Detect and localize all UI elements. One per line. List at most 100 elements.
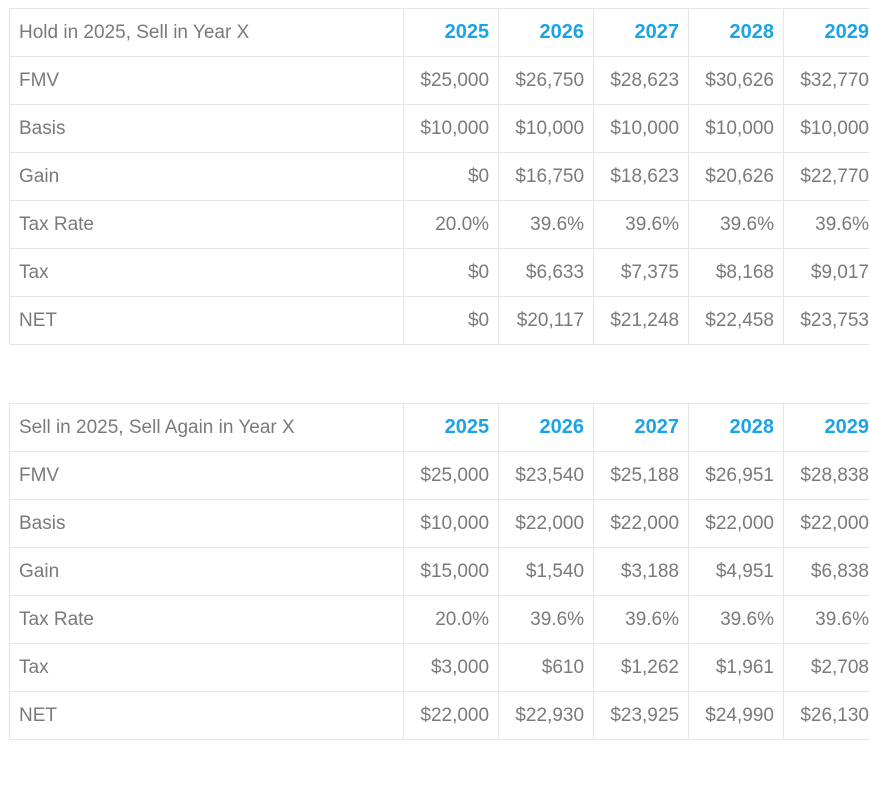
- row-label: Tax Rate: [8, 200, 405, 249]
- table-cell: $22,000: [782, 499, 869, 548]
- table-row-fmv: FMV $25,000 $26,750 $28,623 $30,626 $32,…: [8, 56, 869, 105]
- table-cell: $6,838: [782, 547, 869, 596]
- table-row-gain: Gain $0 $16,750 $18,623 $20,626 $22,770: [8, 152, 869, 201]
- table-cell: $22,770: [782, 152, 869, 201]
- year-header: 2029: [782, 403, 869, 452]
- year-header: 2027: [593, 403, 690, 452]
- row-label: FMV: [8, 56, 405, 105]
- table-cell: $26,130: [782, 691, 869, 740]
- table-cell: 39.6%: [593, 595, 690, 644]
- table-cell: $22,000: [688, 499, 784, 548]
- table-cell: $22,930: [498, 691, 595, 740]
- table-row-net: NET $0 $20,117 $21,248 $22,458 $23,753: [8, 296, 869, 345]
- table-cell: 39.6%: [498, 200, 595, 249]
- table-header-row: Hold in 2025, Sell in Year X 2025 2026 2…: [8, 8, 869, 57]
- table-cell: $25,000: [403, 56, 500, 105]
- table-cell: $0: [403, 248, 500, 297]
- table-cell: $23,925: [593, 691, 690, 740]
- table-cell: $25,000: [403, 451, 500, 500]
- row-label: Basis: [8, 104, 405, 153]
- table-cell: $23,753: [782, 296, 869, 345]
- year-header: 2028: [688, 403, 784, 452]
- table-cell: $6,633: [498, 248, 595, 297]
- table-cell: $3,188: [593, 547, 690, 596]
- table-cell: $30,626: [688, 56, 784, 105]
- table-cell: 20.0%: [403, 200, 500, 249]
- sell-then-sell-again-table: Sell in 2025, Sell Again in Year X 2025 …: [8, 403, 869, 740]
- table-cell: $28,623: [593, 56, 690, 105]
- table-cell: $0: [403, 152, 500, 201]
- table-cell: $0: [403, 296, 500, 345]
- table-cell: $20,117: [498, 296, 595, 345]
- row-label: NET: [8, 691, 405, 740]
- table-row-basis: Basis $10,000 $22,000 $22,000 $22,000 $2…: [8, 499, 869, 548]
- table-cell: $9,017: [782, 248, 869, 297]
- table-cell: $10,000: [498, 104, 595, 153]
- table-row-tax-rate: Tax Rate 20.0% 39.6% 39.6% 39.6% 39.6%: [8, 200, 869, 249]
- row-label: FMV: [8, 451, 405, 500]
- year-header: 2025: [403, 8, 500, 57]
- table-title: Sell in 2025, Sell Again in Year X: [8, 403, 405, 452]
- table-cell: $26,951: [688, 451, 784, 500]
- table-row-gain: Gain $15,000 $1,540 $3,188 $4,951 $6,838: [8, 547, 869, 596]
- table-cell: 39.6%: [782, 200, 869, 249]
- table-cell: $25,188: [593, 451, 690, 500]
- table-title: Hold in 2025, Sell in Year X: [8, 8, 405, 57]
- table-cell: $16,750: [498, 152, 595, 201]
- table-cell: $21,248: [593, 296, 690, 345]
- table-cell: 20.0%: [403, 595, 500, 644]
- table-cell: 39.6%: [498, 595, 595, 644]
- row-label: Tax Rate: [8, 595, 405, 644]
- table-cell: $7,375: [593, 248, 690, 297]
- table-cell: 39.6%: [593, 200, 690, 249]
- table-cell: $22,000: [593, 499, 690, 548]
- table-cell: 39.6%: [688, 595, 784, 644]
- year-header: 2025: [403, 403, 500, 452]
- table-cell: $23,540: [498, 451, 595, 500]
- table-row-fmv: FMV $25,000 $23,540 $25,188 $26,951 $28,…: [8, 451, 869, 500]
- table-row-tax-rate: Tax Rate 20.0% 39.6% 39.6% 39.6% 39.6%: [8, 595, 869, 644]
- table-cell: $32,770: [782, 56, 869, 105]
- year-header: 2027: [593, 8, 690, 57]
- table-header-row: Sell in 2025, Sell Again in Year X 2025 …: [8, 403, 869, 452]
- table-cell: $20,626: [688, 152, 784, 201]
- table-cell: $10,000: [688, 104, 784, 153]
- table-cell: $24,990: [688, 691, 784, 740]
- row-label: Tax: [8, 248, 405, 297]
- year-header: 2026: [498, 8, 595, 57]
- row-label: Gain: [8, 152, 405, 201]
- table-cell: $26,750: [498, 56, 595, 105]
- table-cell: $22,000: [498, 499, 595, 548]
- table-cell: $22,458: [688, 296, 784, 345]
- table-cell: $10,000: [403, 104, 500, 153]
- table-cell: $22,000: [403, 691, 500, 740]
- row-label: Basis: [8, 499, 405, 548]
- year-header: 2028: [688, 8, 784, 57]
- row-label: Tax: [8, 643, 405, 692]
- sell-then-sell-again-table-container: Sell in 2025, Sell Again in Year X 2025 …: [8, 403, 869, 740]
- table-row-tax: Tax $0 $6,633 $7,375 $8,168 $9,017: [8, 248, 869, 297]
- year-header: 2026: [498, 403, 595, 452]
- table-row-net: NET $22,000 $22,930 $23,925 $24,990 $26,…: [8, 691, 869, 740]
- table-cell: $10,000: [782, 104, 869, 153]
- row-label: Gain: [8, 547, 405, 596]
- table-cell: $18,623: [593, 152, 690, 201]
- table-cell: $1,262: [593, 643, 690, 692]
- table-cell: $1,961: [688, 643, 784, 692]
- table-cell: $610: [498, 643, 595, 692]
- table-cell: $8,168: [688, 248, 784, 297]
- table-cell: $28,838: [782, 451, 869, 500]
- year-header: 2029: [782, 8, 869, 57]
- table-cell: $15,000: [403, 547, 500, 596]
- table-cell: $2,708: [782, 643, 869, 692]
- hold-then-sell-table: Hold in 2025, Sell in Year X 2025 2026 2…: [8, 8, 869, 345]
- table-cell: $3,000: [403, 643, 500, 692]
- table-row-tax: Tax $3,000 $610 $1,262 $1,961 $2,708: [8, 643, 869, 692]
- table-row-basis: Basis $10,000 $10,000 $10,000 $10,000 $1…: [8, 104, 869, 153]
- table-cell: $4,951: [688, 547, 784, 596]
- table-cell: 39.6%: [782, 595, 869, 644]
- table-cell: $10,000: [403, 499, 500, 548]
- table-cell: 39.6%: [688, 200, 784, 249]
- table-cell: $10,000: [593, 104, 690, 153]
- hold-then-sell-table-container: Hold in 2025, Sell in Year X 2025 2026 2…: [8, 8, 869, 345]
